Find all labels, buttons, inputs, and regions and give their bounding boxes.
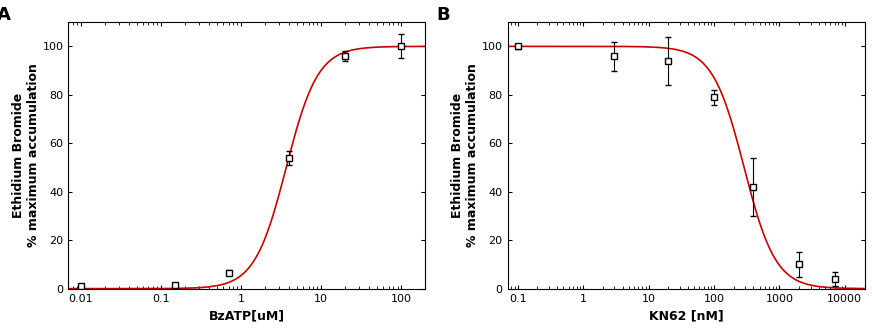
Text: A: A xyxy=(0,6,10,24)
Text: B: B xyxy=(436,6,450,24)
Y-axis label: Ethidium Bromide
% maximum accumulation: Ethidium Bromide % maximum accumulation xyxy=(451,63,479,247)
X-axis label: BzATP[uM]: BzATP[uM] xyxy=(208,309,285,322)
X-axis label: KN62 [nM]: KN62 [nM] xyxy=(649,309,724,322)
Y-axis label: Ethidium Bromide
% maximum accumulation: Ethidium Bromide % maximum accumulation xyxy=(11,63,40,247)
